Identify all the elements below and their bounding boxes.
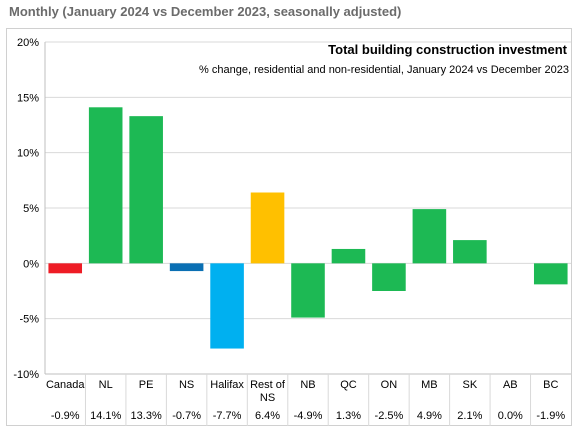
bar: [169, 263, 204, 272]
bar: [129, 116, 163, 264]
bar: [291, 263, 325, 318]
category-label: ON: [381, 379, 398, 391]
category-label: PE: [139, 379, 154, 391]
chart-subtitle: % change, residential and non-residentia…: [199, 64, 569, 76]
value-label: -7.7%: [213, 410, 242, 422]
value-label: 4.9%: [417, 410, 442, 422]
category-label: MB: [421, 379, 438, 391]
category-label: NB: [300, 379, 315, 391]
bar: [453, 240, 487, 264]
category-label: BC: [543, 379, 558, 391]
value-label: 14.1%: [90, 410, 121, 422]
bar: [533, 263, 568, 285]
page-header: Monthly (January 2024 vs December 2023, …: [9, 4, 402, 19]
y-tick-label: 0%: [23, 258, 39, 270]
value-label: 0.0%: [498, 410, 523, 422]
bar: [331, 248, 366, 264]
category-label: NS: [179, 379, 194, 391]
bar: [210, 263, 244, 349]
category-label: SK: [463, 379, 478, 391]
y-tick-label: 10%: [17, 148, 39, 160]
bar: [88, 107, 123, 264]
category-label: QC: [340, 379, 357, 391]
y-tick-label: -10%: [13, 369, 39, 381]
bar: [412, 209, 447, 264]
bars: [48, 107, 568, 349]
y-tick-label: 20%: [17, 37, 39, 49]
y-tick-label: 15%: [17, 92, 39, 104]
value-label: 6.4%: [255, 410, 280, 422]
axes: [44, 42, 571, 426]
gridlines: [45, 41, 571, 375]
category-label: Rest of: [250, 379, 286, 391]
value-labels: -0.9% 14.1% 13.3% -0.7% -7.7% 6.4% -4.9% 1.3% -2…: [51, 410, 565, 422]
category-label: Halifax: [210, 379, 244, 391]
value-label: 2.1%: [457, 410, 482, 422]
bar: [372, 263, 406, 291]
category-label: AB: [503, 379, 518, 391]
value-label: -1.9%: [536, 410, 565, 422]
chart-title: Total building construction investment: [328, 42, 567, 57]
value-label: 13.3%: [131, 410, 162, 422]
bar: [48, 263, 83, 274]
y-axis-ticks: 20% 15% 10% 5% 0% -5% -10%: [13, 37, 39, 381]
value-label: -0.9%: [51, 410, 80, 422]
bar: [250, 192, 285, 264]
value-label: -4.9%: [294, 410, 323, 422]
category-label: NL: [99, 379, 113, 391]
y-tick-label: -5%: [19, 314, 39, 326]
value-label: -0.7%: [172, 410, 201, 422]
category-label: Canada: [46, 379, 85, 391]
value-label: 1.3%: [336, 410, 361, 422]
value-label: -2.5%: [375, 410, 404, 422]
category-label: NS: [260, 392, 275, 404]
y-tick-label: 5%: [23, 203, 39, 215]
